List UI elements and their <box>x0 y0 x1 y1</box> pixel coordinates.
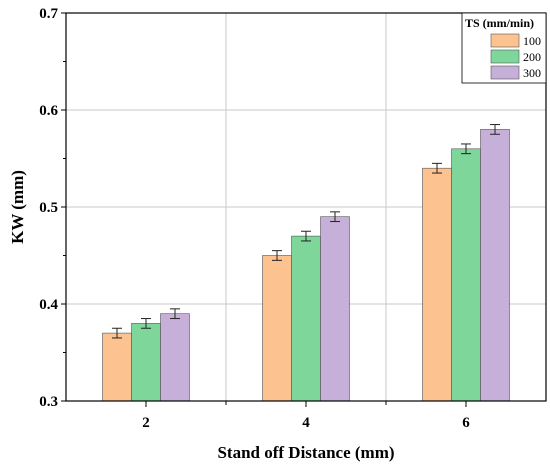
x-axis-title: Stand off Distance (mm) <box>217 443 394 462</box>
bar-series-300 <box>320 216 350 402</box>
legend-swatch-300 <box>490 65 520 80</box>
y-tick-label: 0.5 <box>39 200 58 216</box>
legend-label-200: 200 <box>523 50 541 64</box>
bar-series-200 <box>291 235 321 402</box>
legend-label-300: 300 <box>523 66 541 80</box>
y-tick-label: 0.4 <box>39 297 58 313</box>
bar-series-200 <box>451 148 481 402</box>
x-tick-label: 2 <box>142 415 150 431</box>
legend-label-100: 100 <box>523 34 541 48</box>
bar-series-300 <box>480 129 510 402</box>
bar-series-100 <box>422 167 452 402</box>
x-tick-label: 4 <box>302 415 310 431</box>
y-tick-label: 0.6 <box>39 103 58 119</box>
y-tick-label: 0.3 <box>39 394 58 410</box>
legend-items: 100 200 300 <box>490 33 541 80</box>
y-axis-title: KW (mm) <box>8 170 27 244</box>
error-bars <box>112 124 500 339</box>
axis-ticks: 0.3 0.4 0.5 0.6 0.7 2 4 6 <box>39 6 470 431</box>
legend: TS (mm/min) 100 200 300 <box>461 12 547 84</box>
legend-swatch-200 <box>490 49 520 64</box>
bar-series-200 <box>131 323 161 402</box>
bar-series-100 <box>262 255 292 402</box>
y-tick-label: 0.7 <box>39 6 58 22</box>
bar-series-100 <box>102 332 132 402</box>
bar-series-300 <box>160 313 190 402</box>
legend-swatch-100 <box>490 33 520 48</box>
bars <box>102 129 510 402</box>
x-tick-label: 6 <box>462 415 470 431</box>
legend-title: TS (mm/min) <box>465 16 534 30</box>
